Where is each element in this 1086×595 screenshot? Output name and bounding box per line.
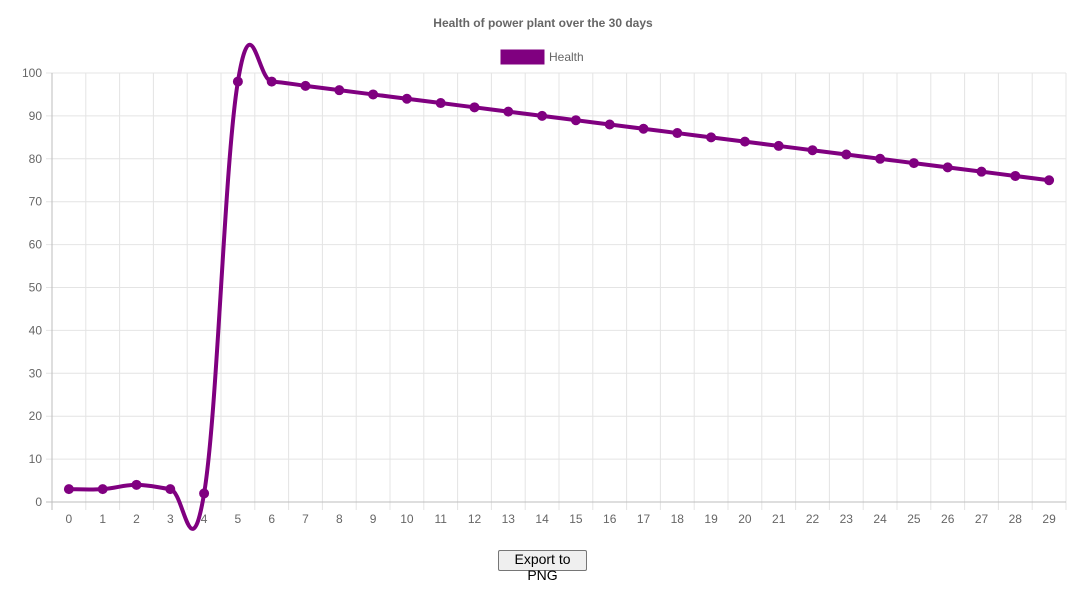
data-point	[1044, 175, 1055, 186]
data-points	[63, 76, 1055, 499]
x-tick-label: 29	[1042, 512, 1056, 526]
export-png-button[interactable]: Export to PNG	[498, 550, 587, 583]
data-point	[672, 128, 683, 139]
x-tick-label: 8	[336, 512, 343, 526]
x-tick-label: 0	[66, 512, 73, 526]
y-tick-label: 40	[29, 323, 43, 337]
x-tick-label: 12	[468, 512, 482, 526]
y-tick-label: 100	[22, 66, 42, 80]
data-point	[841, 149, 852, 160]
data-point	[570, 115, 581, 126]
data-point	[807, 145, 818, 156]
data-point	[604, 119, 615, 130]
data-point	[199, 488, 210, 499]
data-point	[401, 93, 412, 104]
x-tick-labels: 0 1 2 3 4 5 6 7 8 9 10 11 12 13 14 15 16 17 18 19 20 21 22 23 24…	[66, 512, 1057, 526]
x-tick-label: 10	[400, 512, 414, 526]
data-point	[638, 123, 649, 134]
y-tick-label: 70	[29, 195, 43, 209]
data-point	[503, 106, 514, 117]
data-point	[976, 166, 987, 177]
series-line-health	[66, 42, 1052, 531]
data-point	[537, 110, 548, 121]
y-tick-label: 60	[29, 238, 43, 252]
x-tick-label: 24	[873, 512, 887, 526]
x-tick-label: 17	[637, 512, 651, 526]
x-tick-label: 22	[806, 512, 820, 526]
x-tick-label: 9	[370, 512, 377, 526]
y-tick-labels: 0 10 20 30 40 50 60 70 80 90 100	[22, 66, 42, 509]
data-point	[131, 479, 142, 490]
data-point	[908, 158, 919, 169]
x-tick-label: 7	[302, 512, 309, 526]
x-tick-label: 1	[99, 512, 106, 526]
axes	[51, 73, 1066, 503]
data-point	[706, 132, 717, 143]
y-tick-label: 80	[29, 152, 43, 166]
data-point	[368, 89, 379, 100]
legend-swatch	[500, 49, 545, 65]
chart-title: Health of power plant over the 30 days	[433, 16, 653, 30]
data-point	[773, 140, 784, 151]
y-tick-label: 20	[29, 409, 43, 423]
data-point	[875, 153, 886, 164]
data-point	[942, 162, 953, 173]
y-tick-label: 50	[29, 281, 43, 295]
x-tick-label: 21	[772, 512, 786, 526]
x-tick-label: 20	[738, 512, 752, 526]
x-tick-label: 27	[975, 512, 989, 526]
x-tick-label: 23	[840, 512, 854, 526]
x-tick-label: 16	[603, 512, 617, 526]
legend[interactable]: Health	[500, 49, 584, 65]
y-tick-label: 10	[29, 452, 43, 466]
x-tick-label: 11	[434, 512, 447, 526]
data-point	[435, 98, 446, 109]
x-tick-label: 18	[671, 512, 685, 526]
x-tick-label: 26	[941, 512, 955, 526]
y-tick-label: 90	[29, 109, 43, 123]
y-tick-label: 30	[29, 366, 43, 380]
x-tick-label: 14	[535, 512, 549, 526]
x-tick-label: 3	[167, 512, 174, 526]
data-point	[63, 484, 74, 495]
data-point	[300, 80, 311, 91]
grid	[46, 72, 1067, 510]
x-tick-label: 5	[235, 512, 242, 526]
x-tick-label: 19	[704, 512, 718, 526]
x-tick-label: 15	[569, 512, 583, 526]
x-tick-label: 25	[907, 512, 921, 526]
x-tick-label: 4	[201, 512, 208, 526]
data-point	[739, 136, 750, 147]
x-tick-label: 13	[502, 512, 516, 526]
legend-label-health: Health	[549, 50, 584, 64]
data-point	[97, 484, 108, 495]
data-point	[232, 76, 243, 87]
x-tick-label: 2	[133, 512, 140, 526]
data-point	[1010, 170, 1021, 181]
data-point	[469, 102, 480, 113]
data-point	[165, 484, 176, 495]
x-tick-label: 6	[268, 512, 275, 526]
data-point	[334, 85, 345, 96]
x-tick-label: 28	[1009, 512, 1023, 526]
y-tick-label: 0	[35, 495, 42, 509]
data-point	[266, 76, 277, 87]
